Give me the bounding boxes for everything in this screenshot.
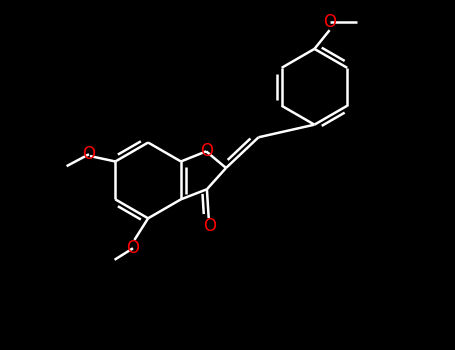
Text: O: O [200,142,212,160]
Text: O: O [126,239,140,257]
Text: O: O [203,217,216,235]
Text: O: O [324,13,336,31]
Text: O: O [82,145,96,163]
